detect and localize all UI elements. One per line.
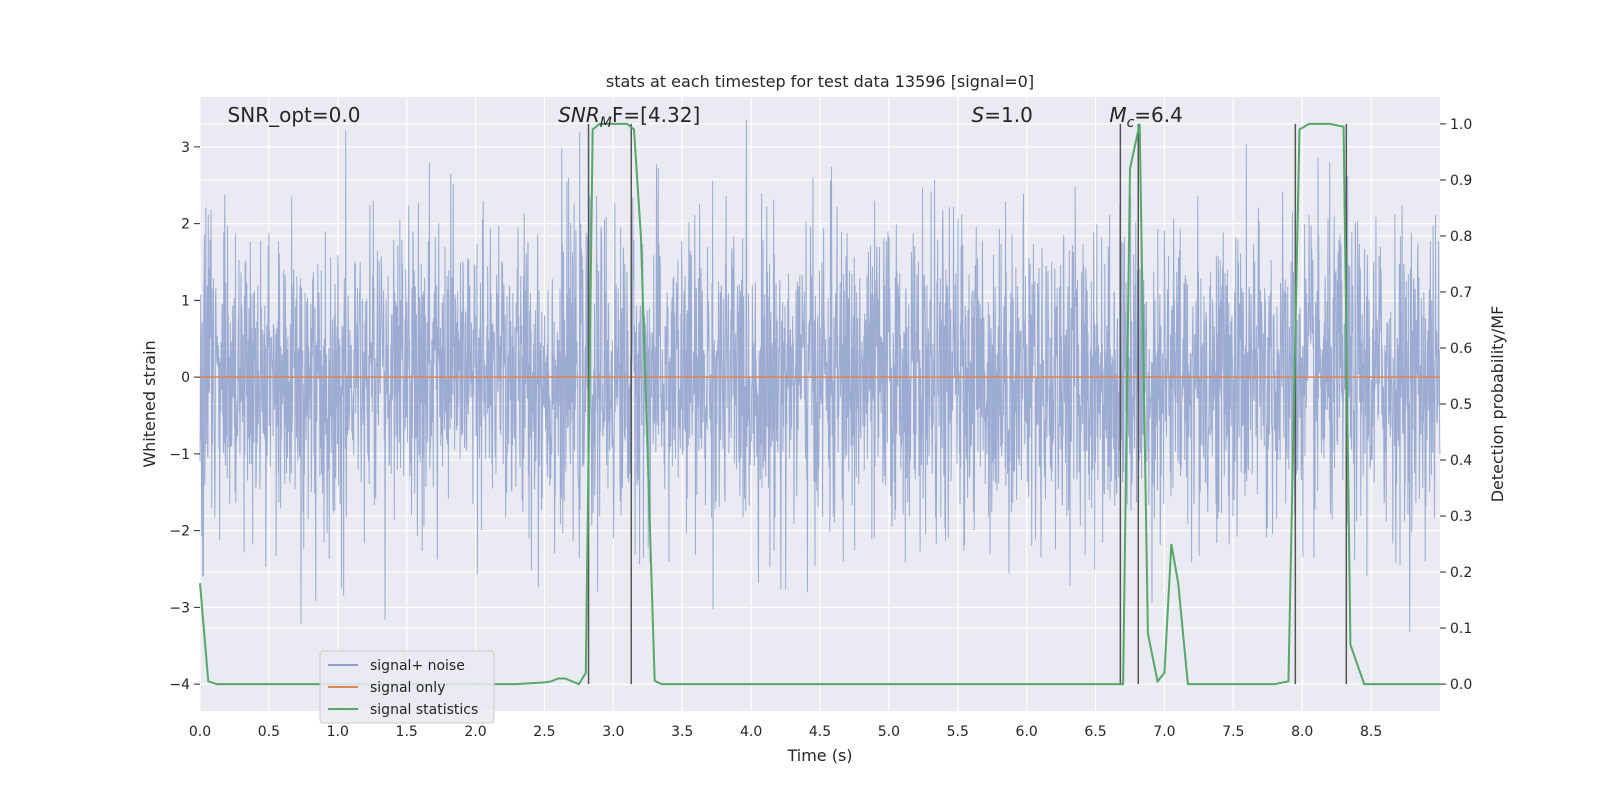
y-tick-label: 3 [181, 140, 190, 156]
x-tick-label: 7.5 [1222, 724, 1244, 740]
y-tick-label: −4 [169, 677, 190, 693]
y2-tick-label: 0.7 [1450, 285, 1472, 301]
x-tick-label: 4.5 [809, 724, 831, 740]
annotations: SNR_opt=0.0 SNRMF=[4.32] S=1.0 Mc=6.4 [228, 103, 1183, 131]
x-tick-label: 5.5 [947, 724, 969, 740]
x-tick-label: 0.5 [258, 724, 280, 740]
x-tick-label: 6.5 [1084, 724, 1106, 740]
y-tick-label: 1 [181, 293, 190, 309]
legend-entry-statistics: signal statistics [370, 702, 478, 718]
y2-tick-label: 1.0 [1450, 117, 1472, 133]
annotation: SNRMF=[4.32] [558, 103, 700, 131]
x-tick-label: 8.0 [1291, 724, 1313, 740]
x-axis-label: Time (s) [786, 746, 852, 765]
x-tick-label: 1.0 [327, 724, 349, 740]
y-tick-label: 2 [181, 217, 190, 233]
legend-entry-signal-only: signal only [370, 680, 445, 696]
annotation: Mc=6.4 [1109, 103, 1183, 131]
x-tick-label: 2.5 [533, 724, 555, 740]
statistics-series [199, 122, 1440, 686]
y2-tick-label: 0.6 [1450, 341, 1472, 357]
legend-entry-noise: signal+ noise [370, 658, 465, 674]
y2-tick-label: 0.9 [1450, 173, 1472, 189]
y-tick-label: −3 [169, 600, 190, 616]
x-tick-label: 4.0 [740, 724, 762, 740]
x-tick-label: 3.5 [671, 724, 693, 740]
chart-title: stats at each timestep for test data 135… [606, 72, 1034, 91]
y2-tick-label: 0.0 [1450, 677, 1472, 693]
annotation: SNR_opt=0.0 [228, 103, 361, 127]
y2-tick-label: 0.5 [1450, 397, 1472, 413]
x-tick-label: 1.5 [396, 724, 418, 740]
y-tick-label: −1 [169, 447, 190, 463]
y2-axis-label: Detection probability/MF [1488, 306, 1507, 503]
legend: signal+ noise signal only signal statist… [319, 650, 495, 724]
y2-tick-label: 0.2 [1450, 565, 1472, 581]
noise-series [199, 120, 1441, 632]
noise-trace [199, 120, 1441, 632]
y2-tick-labels: 1.0 0.9 0.8 0.7 0.6 0.5 0.4 0.3 0.2 0.1 0.0 [1440, 117, 1472, 693]
y2-tick-label: 0.8 [1450, 229, 1472, 245]
x-tick-label: 6.0 [1016, 724, 1038, 740]
legend-box [319, 650, 495, 724]
annotation: S=1.0 [972, 103, 1033, 127]
x-tick-labels: 0.0 0.5 1.0 1.5 2.0 2.5 3.0 3.5 4.0 4.5 5.0 5.5 6.0 6… [189, 724, 1382, 740]
statistics-line [199, 122, 1440, 686]
y2-tick-label: 0.4 [1450, 453, 1472, 469]
x-tick-label: 5.0 [878, 724, 900, 740]
y-tick-labels: 3 2 1 0 −1 −2 −3 −4 [169, 140, 200, 693]
y-tick-label: 0 [181, 370, 190, 386]
y-axis-label: Whitened strain [140, 340, 159, 467]
x-tick-label: 2.0 [464, 724, 486, 740]
x-tick-label: 8.5 [1360, 724, 1382, 740]
y-tick-label: −2 [169, 524, 190, 540]
x-tick-label: 7.0 [1153, 724, 1175, 740]
x-tick-label: 3.0 [602, 724, 624, 740]
y2-tick-label: 0.1 [1450, 621, 1472, 637]
y2-tick-label: 0.3 [1450, 509, 1472, 525]
x-tick-label: 0.0 [189, 724, 211, 740]
